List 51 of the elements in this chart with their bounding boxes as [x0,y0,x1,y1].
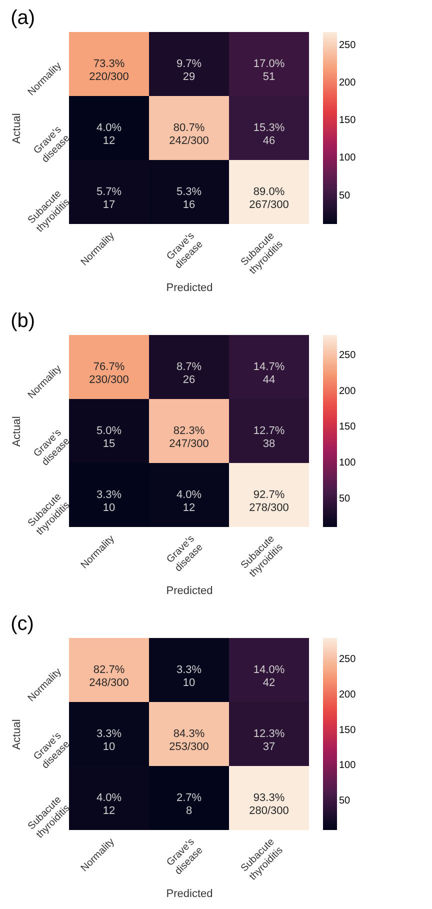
data-label: 14.7% 44 [253,361,285,386]
x-axis-title: Predicted [166,282,213,294]
data-label: 80.7% 242/300 [169,122,209,147]
data-label: 12.7% 38 [253,425,285,450]
color-bar-label: 200 [339,689,356,700]
color-bar-label: 100 [339,152,356,164]
x-axis-title: Predicted [166,584,213,597]
data-label: 4.0% 12 [96,122,122,147]
data-label: 8.7% 26 [176,361,202,386]
data-label: 73.3% 220/300 [89,58,129,83]
data-label: 9.7% 29 [176,58,202,83]
data-label: 17.0% 51 [253,58,285,83]
color-bar-label: 50 [339,493,351,504]
data-label: 82.3% 247/300 [169,425,209,450]
chart-title: (c) [10,613,34,635]
data-label: 3.3% 10 [96,728,122,753]
data-label: 12.3% 37 [253,728,285,753]
color-bar-label: 250 [339,350,356,362]
color-bar-label: 100 [339,760,356,772]
y-axis-title: Actual [11,416,24,447]
chart-title: (b) [10,310,36,332]
y-axis-title: Actual [11,113,24,144]
color-bar-label: 100 [339,458,356,469]
chart-title: (a) [10,7,36,29]
data-label: 3.3% 10 [96,489,122,514]
data-label: 92.7% 278/300 [249,489,289,514]
data-label: 82.7% 248/300 [89,664,129,689]
data-label: 5.3% 16 [176,186,202,211]
color-bar-label: 200 [339,386,356,397]
data-label: 4.0% 12 [96,792,122,817]
color-bar-label: 150 [339,422,356,433]
data-label: 15.3% 46 [253,122,285,147]
color-bar-label: 50 [339,190,351,202]
data-label: 4.0% 12 [176,489,202,514]
x-axis-title: Predicted [166,888,213,900]
y-axis-title: Actual [11,719,24,750]
data-label: 5.0% 15 [96,425,122,450]
color-bar-label: 150 [339,724,356,736]
color-bar-label: 250 [339,40,356,51]
data-label: 84.3% 253/300 [169,728,209,753]
color-bar-label: 200 [339,77,356,88]
data-label: 5.7% 17 [96,186,122,211]
color-bar-label: 250 [339,654,356,666]
data-label: 14.0% 42 [253,664,285,689]
data-label: 76.7% 230/300 [89,361,129,386]
color-bar-label: 150 [339,115,356,126]
data-label: 2.7% 8 [176,792,202,817]
data-label: 89.0% 267/300 [249,186,289,211]
data-label: 93.3% 280/300 [249,792,289,817]
data-label: 3.3% 10 [176,664,202,689]
color-bar-label: 50 [339,795,351,806]
